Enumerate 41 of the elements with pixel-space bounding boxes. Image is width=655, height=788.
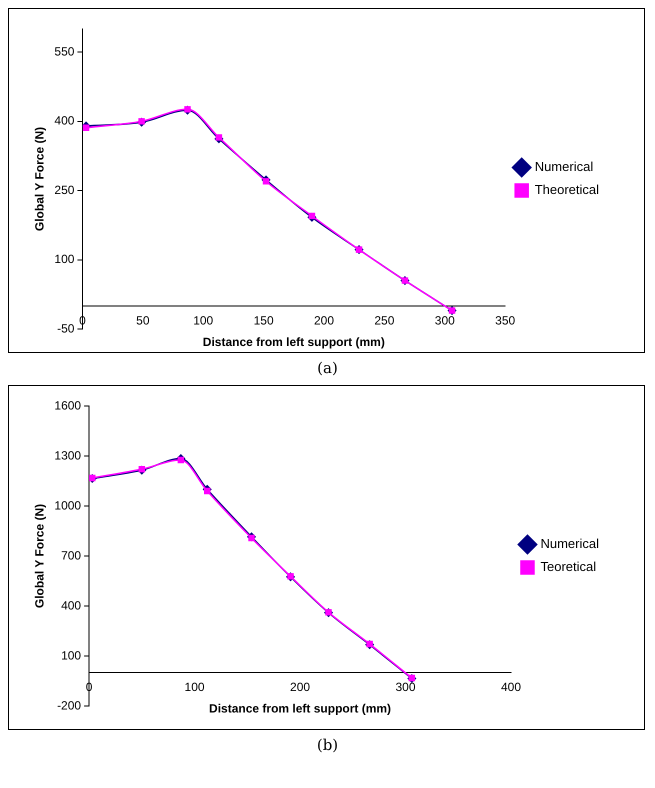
x-axis-title: Distance from left support (mm) xyxy=(202,334,385,349)
point xyxy=(248,534,255,542)
text: (a) xyxy=(316,359,339,377)
point xyxy=(178,456,184,464)
y-tick-label: 1600 xyxy=(54,398,82,412)
x-tick-label: 150 xyxy=(254,313,274,328)
x-tick-label: 350 xyxy=(495,313,516,328)
legend-label: Numerical xyxy=(534,159,594,174)
x-tick-label: 50 xyxy=(136,313,150,328)
y-axis-title: Global Y Force (N) xyxy=(32,504,47,608)
y-tick-label: 400 xyxy=(61,598,82,612)
y-tick-label: -200 xyxy=(57,698,82,712)
y-tick-label: 100 xyxy=(54,252,75,266)
text: (b) xyxy=(316,736,340,754)
x-tick-label: 100 xyxy=(193,313,214,328)
y-tick-label: 100 xyxy=(61,648,82,662)
y-tick-label: 1000 xyxy=(54,498,82,512)
point xyxy=(216,134,222,141)
point xyxy=(82,124,90,131)
y-tick-label: 550 xyxy=(54,44,75,58)
y-tick-label: -50 xyxy=(57,321,75,336)
y-tick-label: 400 xyxy=(54,114,75,128)
x-tick-label: 400 xyxy=(500,680,522,694)
x-tick-label: 250 xyxy=(374,313,395,328)
y-tick-label: 1300 xyxy=(54,448,82,462)
point xyxy=(138,466,146,472)
legend-label: Numerical xyxy=(540,536,600,552)
x-axis-title: Distance from left support (mm) xyxy=(209,702,392,716)
y-axis-title: Global Y Force (N) xyxy=(32,126,47,232)
x-tick-label: 200 xyxy=(290,680,310,694)
point xyxy=(262,178,270,185)
x-tick-label: 300 xyxy=(434,313,456,328)
point xyxy=(308,212,316,220)
point xyxy=(204,488,210,494)
y-tick-label: 250 xyxy=(54,182,75,197)
legend-label: Theoretical xyxy=(534,182,600,198)
x-tick-label: 300 xyxy=(396,680,416,694)
x-tick-label: 100 xyxy=(184,680,205,694)
y-tick-label: 700 xyxy=(61,548,82,562)
legend-label: Teoretical xyxy=(540,559,596,574)
x-tick-label: 200 xyxy=(314,313,334,328)
